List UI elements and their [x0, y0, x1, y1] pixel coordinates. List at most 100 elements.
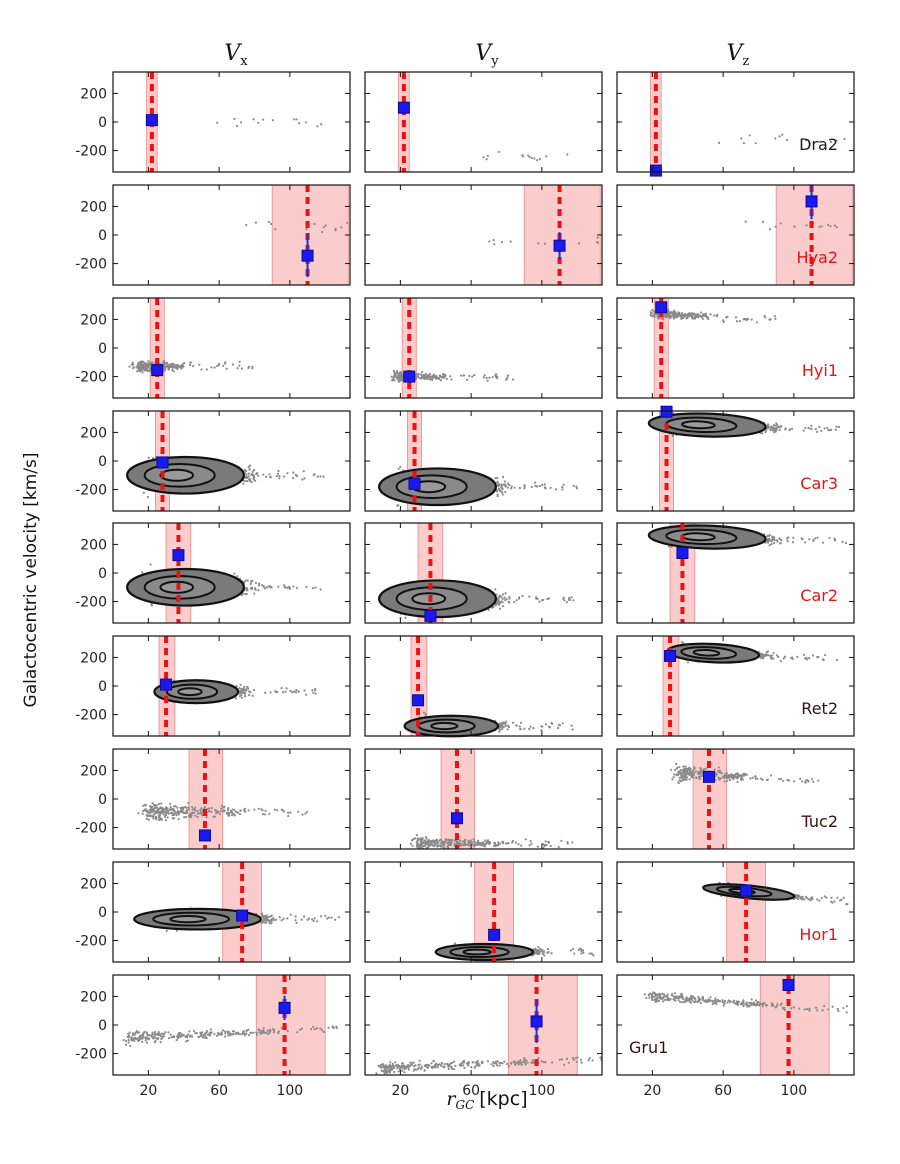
- sim-point: [652, 310, 655, 313]
- sim-point: [562, 596, 565, 599]
- sim-point: [171, 368, 174, 372]
- sim-point: [137, 368, 140, 371]
- sim-point: [565, 601, 569, 604]
- sim-point: [257, 584, 261, 587]
- sim-point: [821, 541, 825, 544]
- sim-point: [404, 616, 407, 619]
- sim-point: [738, 320, 741, 323]
- sim-point: [764, 316, 767, 319]
- r-band-hya2-vx: [271, 184, 349, 286]
- sim-point: [305, 693, 308, 696]
- sim-point: [316, 125, 319, 128]
- r-band-gru1-vx: [255, 974, 326, 1076]
- sim-point: [269, 476, 272, 479]
- sim-point: [670, 545, 673, 549]
- sim-point: [803, 541, 807, 544]
- sim-point: [177, 364, 180, 367]
- sim-point: [826, 223, 830, 226]
- sim-point: [805, 224, 808, 227]
- sim-point: [145, 362, 148, 365]
- sim-point: [450, 378, 453, 381]
- sim-point: [536, 485, 539, 488]
- sim-point: [829, 140, 833, 144]
- sim-point: [395, 370, 399, 373]
- sim-point: [241, 689, 245, 692]
- sim-point: [250, 473, 253, 477]
- sim-point: [431, 376, 435, 379]
- sim-point: [504, 490, 507, 494]
- sim-point: [771, 429, 774, 432]
- sim-point: [205, 368, 208, 371]
- sim-point: [283, 475, 286, 478]
- sim-point: [812, 538, 815, 542]
- sim-point: [394, 375, 397, 378]
- sim-point: [829, 225, 832, 228]
- sim-point: [233, 572, 236, 575]
- sim-point: [147, 456, 150, 459]
- sim-point: [399, 465, 402, 468]
- sim-point: [740, 137, 743, 140]
- sim-point: [242, 692, 246, 695]
- sim-point: [501, 604, 505, 608]
- sim-point: [254, 581, 258, 585]
- sim-point: [697, 315, 700, 318]
- sim-point: [511, 378, 515, 381]
- sim-point: [501, 493, 504, 496]
- sim-point: [422, 711, 426, 714]
- sim-point: [198, 363, 201, 366]
- sim-point: [810, 424, 813, 427]
- sim-point: [498, 607, 502, 610]
- sim-point: [540, 599, 544, 602]
- sim-point: [149, 563, 152, 566]
- sim-point: [742, 142, 745, 145]
- sim-point: [305, 585, 308, 588]
- r-band-hya2-vy: [523, 184, 601, 286]
- sim-point: [538, 157, 541, 161]
- sim-point: [248, 365, 251, 368]
- sim-point: [319, 588, 322, 591]
- sim-point: [392, 375, 395, 379]
- sim-point: [150, 603, 153, 606]
- sim-point: [471, 375, 474, 378]
- sim-point: [497, 603, 500, 606]
- sim-point: [713, 314, 716, 317]
- sim-point: [445, 377, 448, 380]
- sim-point: [537, 242, 540, 245]
- sim-point: [244, 470, 247, 473]
- sim-point: [844, 541, 848, 545]
- sim-point: [253, 476, 256, 479]
- sim-point: [491, 375, 494, 379]
- sim-point: [271, 119, 274, 122]
- sim-point: [320, 123, 323, 126]
- sim-point: [820, 429, 823, 432]
- sim-point: [701, 317, 704, 321]
- sim-point: [566, 153, 569, 156]
- sim-point: [269, 691, 272, 694]
- sim-point: [137, 364, 141, 367]
- sim-point: [182, 361, 186, 365]
- sim-point: [534, 596, 538, 599]
- sim-point: [804, 426, 807, 430]
- sim-point: [835, 226, 838, 229]
- sim-point: [240, 687, 243, 690]
- sim-point: [482, 376, 485, 379]
- sim-point: [505, 598, 508, 601]
- sim-point: [483, 374, 486, 377]
- sim-point: [500, 721, 503, 725]
- sim-point: [774, 317, 777, 320]
- sim-point: [503, 596, 506, 599]
- sim-point: [554, 488, 558, 491]
- sim-point: [240, 367, 244, 370]
- sim-point: [677, 315, 680, 318]
- sim-point: [773, 427, 777, 430]
- sim-point: [244, 688, 247, 692]
- sim-point: [252, 118, 255, 121]
- sim-point: [392, 377, 395, 380]
- sim-point: [746, 317, 750, 321]
- sim-point: [443, 375, 446, 378]
- sim-point: [396, 377, 399, 380]
- sim-point: [286, 586, 289, 589]
- sim-point: [301, 478, 304, 481]
- sim-point: [778, 428, 781, 432]
- sim-point: [439, 375, 442, 379]
